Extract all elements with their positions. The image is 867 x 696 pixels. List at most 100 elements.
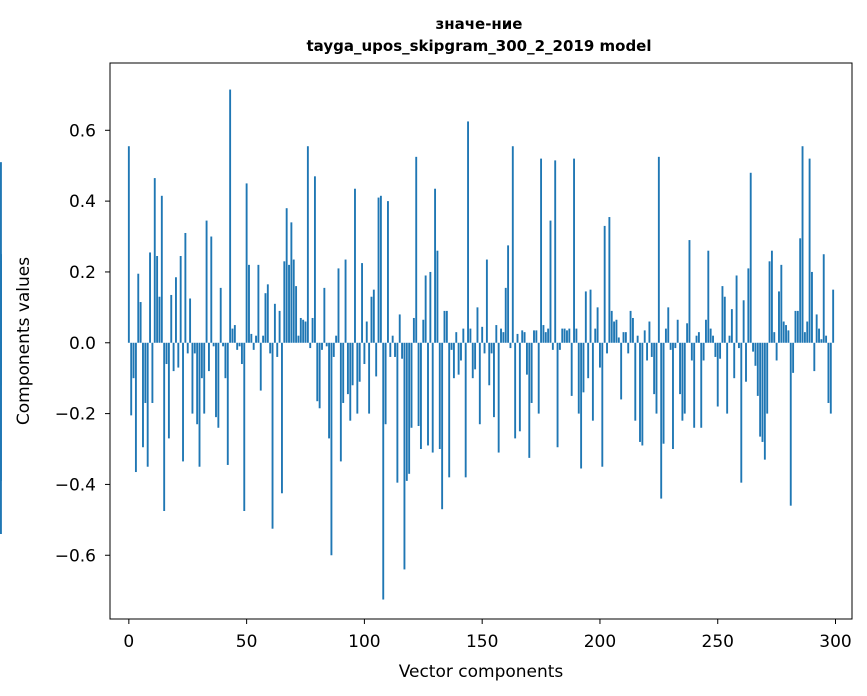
bar [151,342,154,403]
bar [394,342,396,357]
bar [613,321,616,343]
y-tick-label: −0.4 [55,475,96,495]
y-axis-ticks: −0.6 −0.4 −0.2 0.0 0.2 0.4 0.6 [55,121,110,566]
bar [705,319,707,343]
bar [156,256,159,343]
bar [372,289,375,343]
bar [134,342,137,473]
bar [563,328,566,343]
bar [599,342,601,368]
bar [130,342,133,416]
bar [693,342,696,428]
bar [299,317,302,343]
bar [240,342,243,365]
bar [412,317,415,343]
bar [683,342,686,414]
bar [808,158,811,343]
bar [127,146,130,343]
bar [502,332,505,343]
bar [617,337,620,343]
bar [674,342,677,349]
bar [669,342,672,350]
bar [782,321,785,343]
bar [339,342,342,462]
bar [516,333,519,343]
x-tick-label: 50 [236,632,258,652]
bar [318,342,321,409]
bar [735,275,738,343]
bar [304,321,307,343]
bar [737,342,740,349]
x-tick-label: 250 [702,632,734,652]
y-tick-label: −0.6 [55,546,96,566]
bar [200,342,203,379]
y-tick-label: 0.2 [69,263,96,283]
bar [316,342,319,402]
bar [358,342,361,382]
bar [210,236,213,343]
bar [653,342,656,395]
bar [742,300,745,343]
bar [740,342,743,483]
bar [535,330,538,343]
bar [596,307,599,343]
bar [554,160,557,343]
bar [330,342,333,556]
bar [551,342,554,350]
bar [0,342,2,481]
bar [770,250,773,343]
bar [587,342,590,379]
bar [455,332,458,343]
plot-frame [109,62,853,620]
bar [829,342,832,414]
bar [561,328,564,343]
bar [370,296,373,343]
bar [368,342,371,414]
bar [471,342,474,379]
bar [615,319,618,343]
bar [733,342,736,379]
bar [570,342,573,396]
bar [568,328,571,343]
bar [643,330,646,343]
bar [422,319,425,343]
bar [648,321,651,343]
bar [266,284,269,343]
bar [629,310,632,343]
bar [761,342,764,442]
bar [695,335,698,343]
bar [700,342,703,428]
y-axis-label: Components values [14,257,34,425]
bar [749,172,752,343]
bar [172,342,175,372]
bar [387,201,389,343]
bar [332,342,335,357]
bar [149,252,151,343]
bar [490,342,493,354]
bar [591,342,594,421]
bar [438,342,441,450]
x-tick-label: 0 [123,632,134,652]
bar [610,310,613,343]
bar [431,342,434,453]
bar [469,328,472,343]
bar [434,188,437,343]
bar [410,342,413,428]
bar [820,339,823,343]
bar [311,317,314,343]
bar [657,156,660,343]
bar [667,307,670,343]
bar [811,271,813,343]
bar [429,271,432,343]
bar [443,310,446,343]
bar [641,342,644,446]
bar [476,307,479,343]
bar [608,217,611,343]
bar [281,342,283,494]
bar [474,342,477,370]
bar [707,250,710,343]
bar [184,232,187,343]
bar [606,342,608,354]
bar [481,326,484,343]
bar [269,342,272,354]
